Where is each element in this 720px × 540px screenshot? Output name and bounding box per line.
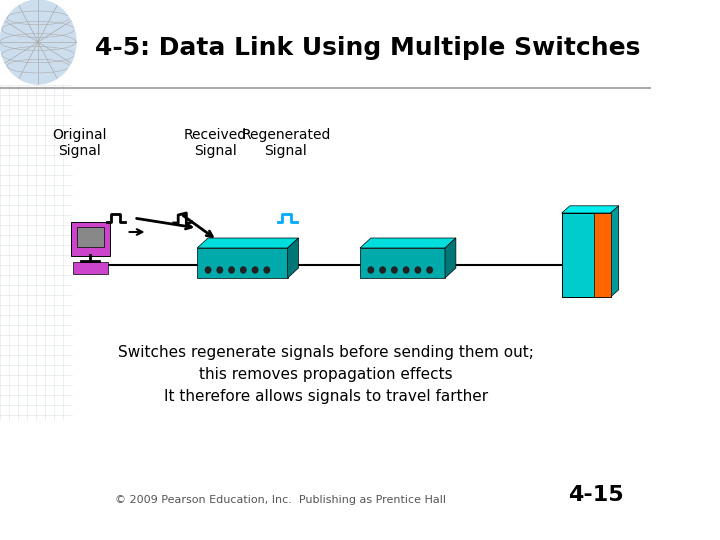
FancyBboxPatch shape: [77, 227, 104, 247]
Polygon shape: [197, 238, 299, 248]
Circle shape: [217, 267, 222, 273]
Polygon shape: [360, 248, 445, 278]
Text: Switches regenerate signals before sending them out;: Switches regenerate signals before sendi…: [117, 345, 534, 360]
Circle shape: [427, 267, 432, 273]
Circle shape: [392, 267, 397, 273]
Circle shape: [403, 267, 409, 273]
Circle shape: [368, 267, 374, 273]
Circle shape: [229, 267, 234, 273]
Circle shape: [264, 267, 269, 273]
Polygon shape: [287, 238, 299, 278]
Polygon shape: [611, 206, 618, 297]
Polygon shape: [562, 213, 611, 297]
Text: Received
Signal: Received Signal: [184, 128, 247, 158]
Circle shape: [415, 267, 420, 273]
Polygon shape: [594, 213, 611, 297]
Circle shape: [205, 267, 211, 273]
Circle shape: [0, 0, 76, 84]
FancyBboxPatch shape: [73, 262, 107, 274]
Circle shape: [380, 267, 385, 273]
Text: Regenerated
Signal: Regenerated Signal: [241, 128, 330, 158]
Polygon shape: [360, 238, 456, 248]
Circle shape: [252, 267, 258, 273]
Text: 4-15: 4-15: [569, 485, 624, 505]
Text: 4-5: Data Link Using Multiple Switches: 4-5: Data Link Using Multiple Switches: [95, 36, 640, 60]
Text: It therefore allows signals to travel farther: It therefore allows signals to travel fa…: [163, 389, 487, 404]
Polygon shape: [562, 206, 618, 213]
Text: Original
Signal: Original Signal: [53, 128, 107, 158]
Polygon shape: [197, 248, 287, 278]
FancyBboxPatch shape: [71, 222, 110, 256]
Text: this removes propagation effects: this removes propagation effects: [199, 367, 452, 382]
Circle shape: [240, 267, 246, 273]
Text: © 2009 Pearson Education, Inc.  Publishing as Prentice Hall: © 2009 Pearson Education, Inc. Publishin…: [115, 495, 446, 505]
Polygon shape: [445, 238, 456, 278]
